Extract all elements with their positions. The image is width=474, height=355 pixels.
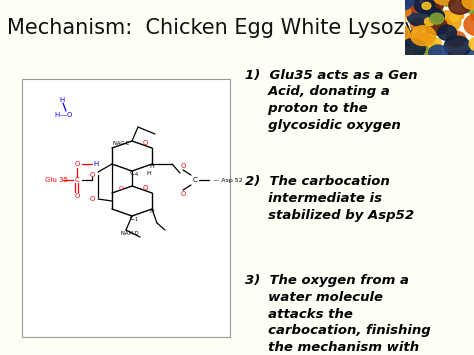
Text: H: H <box>93 161 99 167</box>
Circle shape <box>424 18 435 26</box>
Circle shape <box>403 39 432 62</box>
Circle shape <box>396 29 407 38</box>
Circle shape <box>450 14 459 21</box>
Circle shape <box>437 0 450 5</box>
Circle shape <box>393 41 409 54</box>
Circle shape <box>414 0 435 13</box>
Circle shape <box>471 11 474 21</box>
Text: H: H <box>150 208 155 213</box>
Text: 1: 1 <box>135 217 137 222</box>
Text: Mechanism:  Chicken Egg White Lysozyme: Mechanism: Chicken Egg White Lysozyme <box>7 17 450 38</box>
Text: — Asp 52: — Asp 52 <box>213 178 243 182</box>
Circle shape <box>394 0 420 7</box>
Circle shape <box>417 5 425 12</box>
Circle shape <box>392 26 408 39</box>
Text: O: O <box>118 186 124 191</box>
Circle shape <box>423 0 443 13</box>
Circle shape <box>410 18 426 31</box>
Circle shape <box>433 11 461 33</box>
Circle shape <box>447 53 454 59</box>
Circle shape <box>444 36 470 57</box>
Circle shape <box>425 17 447 35</box>
Text: Glu 35: Glu 35 <box>45 177 68 183</box>
Text: 2)  The carbocation
     intermediate is
     stabilized by Asp52: 2) The carbocation intermediate is stabi… <box>245 175 414 222</box>
Text: 4: 4 <box>135 171 137 176</box>
Text: C: C <box>129 215 134 221</box>
Text: C: C <box>74 177 79 183</box>
Text: C: C <box>129 170 134 176</box>
Text: C: C <box>192 177 197 183</box>
Text: 3)  The oxygen from a
     water molecule
     attacks the
     carbocation, fin: 3) The oxygen from a water molecule atta… <box>245 274 431 355</box>
Circle shape <box>433 0 456 5</box>
Circle shape <box>410 48 437 69</box>
Circle shape <box>469 37 474 51</box>
Circle shape <box>429 45 447 60</box>
Circle shape <box>449 0 471 14</box>
Circle shape <box>458 0 474 4</box>
Text: H: H <box>59 97 64 103</box>
Text: NAG E: NAG E <box>113 141 129 146</box>
Text: O: O <box>142 140 148 146</box>
Text: O: O <box>66 112 72 118</box>
Circle shape <box>438 25 456 40</box>
Circle shape <box>410 2 423 12</box>
Text: O: O <box>180 191 186 197</box>
Circle shape <box>464 13 474 36</box>
Circle shape <box>428 38 441 49</box>
Circle shape <box>399 7 411 16</box>
Circle shape <box>398 1 414 14</box>
Circle shape <box>435 18 451 31</box>
Text: O: O <box>89 172 95 178</box>
Circle shape <box>439 0 456 6</box>
Circle shape <box>446 31 466 47</box>
Text: O: O <box>89 196 95 202</box>
Circle shape <box>415 40 442 62</box>
Text: O: O <box>180 163 186 169</box>
Circle shape <box>461 0 474 15</box>
Text: O: O <box>74 193 80 199</box>
Circle shape <box>462 0 474 9</box>
Circle shape <box>422 1 439 15</box>
Circle shape <box>409 45 435 67</box>
Text: O: O <box>74 161 80 167</box>
Circle shape <box>455 56 464 62</box>
Circle shape <box>398 47 425 69</box>
Circle shape <box>428 8 440 18</box>
Circle shape <box>466 50 474 58</box>
Text: H: H <box>146 170 151 175</box>
Text: H: H <box>150 164 155 169</box>
Circle shape <box>398 17 406 23</box>
Circle shape <box>405 33 435 57</box>
Circle shape <box>389 25 410 41</box>
Text: H: H <box>55 112 60 118</box>
Circle shape <box>430 13 444 24</box>
Circle shape <box>429 10 445 22</box>
Circle shape <box>391 0 414 10</box>
Text: NAM D: NAM D <box>121 230 139 235</box>
Circle shape <box>456 13 464 20</box>
Circle shape <box>422 2 431 10</box>
Text: 1)  Glu35 acts as a Gen
     Acid, donating a
     proton to the
     glycosidic: 1) Glu35 acts as a Gen Acid, donating a … <box>245 69 418 132</box>
Circle shape <box>401 38 425 58</box>
Text: —: — <box>60 112 66 118</box>
Circle shape <box>410 26 436 45</box>
Text: O: O <box>142 185 148 191</box>
Bar <box>22 79 230 337</box>
Circle shape <box>407 6 432 26</box>
